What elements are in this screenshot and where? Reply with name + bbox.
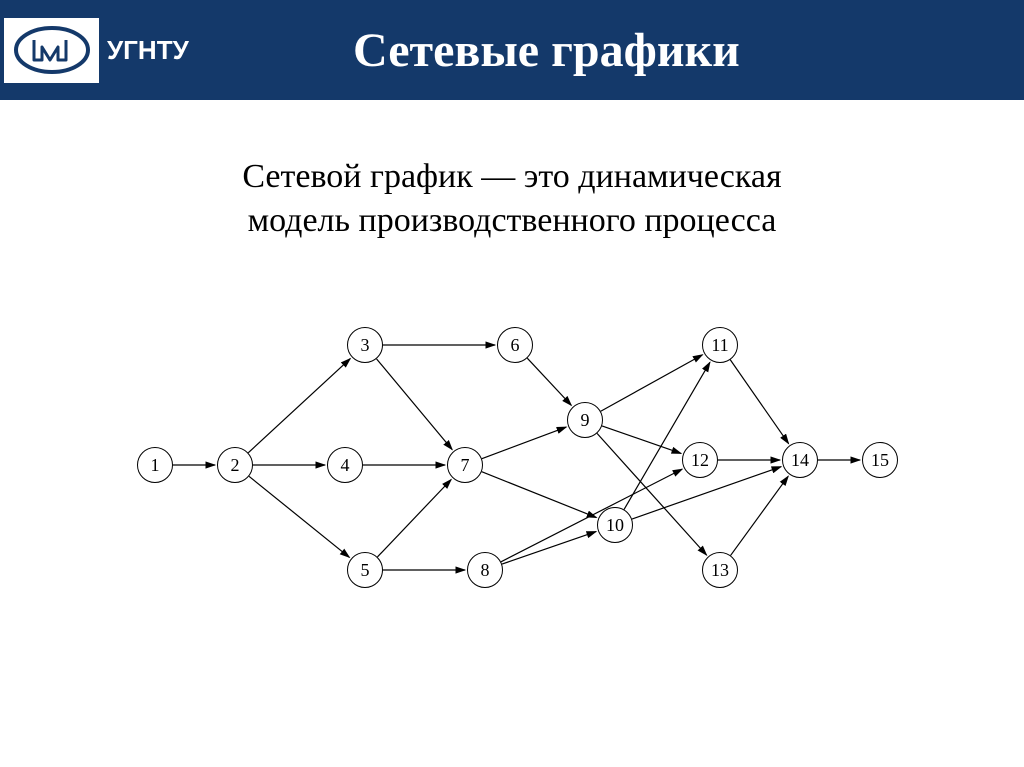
node-1: 1 [137,447,173,483]
edge-8-12 [501,469,682,562]
logo-box [4,18,99,83]
edge-3-7 [377,359,453,450]
node-9: 9 [567,402,603,438]
node-2: 2 [217,447,253,483]
slide-title: Сетевые графики [189,23,1024,78]
edge-7-10 [482,472,597,518]
subtitle-line-1: Сетевой график — это динамическая [242,158,781,195]
node-3: 3 [347,327,383,363]
university-label: УГНТУ [107,35,189,66]
edge-2-5 [249,476,349,557]
slide-header: УГНТУ Сетевые графики [0,0,1024,100]
network-diagram: 123456789101112131415 [120,300,920,620]
edge-9-11 [601,355,703,412]
node-12: 12 [682,442,718,478]
edge-9-12 [602,426,681,454]
node-10: 10 [597,507,633,543]
edge-5-7 [377,479,451,556]
edge-11-14 [730,360,788,444]
edge-13-14 [731,476,789,555]
node-6: 6 [497,327,533,363]
edge-10-11 [624,362,710,509]
node-15: 15 [862,442,898,478]
node-8: 8 [467,552,503,588]
node-5: 5 [347,552,383,588]
edge-6-9 [527,358,571,405]
node-7: 7 [447,447,483,483]
edge-7-9 [482,427,566,459]
university-logo-icon [12,25,92,75]
slide-subtitle: Сетевой график — это динамическая модель… [0,155,1024,243]
node-4: 4 [327,447,363,483]
edge-2-3 [248,359,350,453]
node-11: 11 [702,327,738,363]
node-14: 14 [782,442,818,478]
subtitle-line-2: модель производственного процесса [248,202,777,239]
edge-8-10 [502,532,596,565]
node-13: 13 [702,552,738,588]
